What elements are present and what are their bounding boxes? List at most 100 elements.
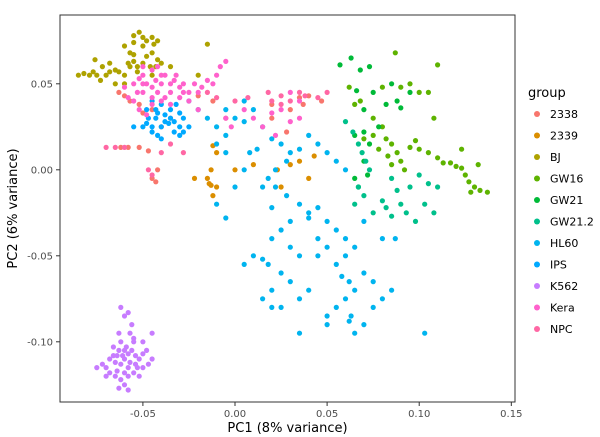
point-hl60: [379, 236, 385, 242]
point-hl60: [370, 304, 376, 310]
point-hl60: [241, 167, 247, 173]
point-ips: [186, 124, 192, 130]
point-hl60: [272, 167, 279, 173]
point-ips: [171, 129, 177, 135]
point-bj: [155, 38, 161, 44]
point-bj: [151, 41, 157, 47]
point-npc: [278, 101, 284, 107]
point-gw21: [398, 105, 404, 111]
point-gw16: [370, 115, 376, 121]
point-gw21-2: [355, 141, 361, 147]
point-npc: [296, 89, 303, 95]
point-kera: [136, 107, 142, 113]
point-kera: [269, 110, 275, 116]
point-hl60: [296, 330, 303, 336]
point-k562: [129, 347, 135, 353]
point-gw16: [462, 172, 468, 178]
point-npc: [265, 89, 271, 95]
point-kera: [278, 107, 284, 113]
point-bj: [149, 72, 155, 78]
point-gw16: [401, 167, 408, 173]
y-tick-label: 0.05: [31, 79, 53, 90]
point-gw16: [425, 150, 431, 156]
point-k562: [149, 356, 155, 362]
legend-key-npc: [534, 326, 540, 332]
point-kera: [287, 89, 293, 95]
legend-label-k562: K562: [550, 280, 578, 293]
point-bj: [149, 50, 155, 56]
point-npc: [269, 98, 275, 104]
point-kera: [287, 119, 293, 125]
point-hl60: [333, 261, 339, 267]
legend-key-gw21-2: [534, 218, 540, 225]
point-gw16: [416, 146, 422, 152]
point-gw21-2: [361, 193, 367, 199]
point-k562: [132, 353, 139, 359]
point-kera: [204, 77, 210, 83]
point-ips: [180, 129, 186, 135]
point-kera: [121, 84, 128, 90]
point-k562: [110, 344, 116, 350]
point-k562: [140, 339, 146, 345]
point-gw21: [361, 107, 367, 113]
point-k562: [116, 330, 122, 336]
legend-label-gw21-2: GW21.2: [550, 216, 594, 229]
points-layer: [75, 29, 490, 393]
point-hl60: [342, 167, 349, 173]
legend-label-ips: IPS: [550, 259, 567, 272]
point-bj: [75, 72, 81, 78]
point-2338: [136, 101, 142, 107]
point-hl60: [247, 150, 253, 156]
point-gw16: [398, 158, 404, 164]
point-gw21-2: [403, 210, 409, 216]
point-2338: [306, 93, 312, 99]
point-ips: [173, 101, 179, 107]
point-bj: [195, 72, 201, 78]
point-kera: [214, 72, 220, 78]
legend-label-hl60: HL60: [550, 237, 578, 250]
point-hl60: [315, 141, 321, 147]
point-npc: [180, 150, 186, 156]
point-ips: [131, 124, 137, 130]
point-hl60: [342, 236, 349, 242]
point-k562: [121, 382, 128, 388]
point-2338: [149, 107, 155, 113]
point-k562: [107, 370, 113, 376]
point-hl60: [306, 215, 312, 221]
point-kera: [241, 107, 247, 113]
point-gw16: [361, 136, 367, 142]
point-k562: [136, 373, 142, 379]
point-k562: [118, 361, 124, 367]
point-k562: [107, 356, 113, 362]
point-k562: [131, 335, 137, 341]
point-2339: [296, 158, 303, 164]
point-npc: [149, 172, 155, 178]
point-npc: [214, 95, 220, 101]
point-npc: [158, 150, 164, 156]
point-kera: [153, 77, 159, 83]
point-2339: [204, 175, 210, 181]
legend-key-2339: [534, 132, 540, 139]
point-ips: [155, 110, 161, 116]
legend-key-gw21: [534, 197, 540, 203]
point-gw21-2: [389, 175, 395, 181]
point-gw16: [407, 81, 413, 87]
y-tick-label: -0.05: [27, 251, 53, 262]
point-kera: [177, 84, 183, 90]
point-2339: [210, 193, 216, 199]
point-hl60: [361, 270, 367, 276]
point-gw21-2: [431, 210, 437, 216]
point-2339: [306, 175, 312, 181]
point-gw21-2: [422, 201, 428, 207]
point-hl60: [342, 253, 349, 259]
legend-key-hl60: [534, 240, 540, 246]
point-ips: [167, 115, 174, 121]
point-npc: [112, 144, 118, 150]
point-bj: [103, 72, 109, 78]
legend-key-2338: [534, 111, 540, 117]
point-kera: [180, 81, 186, 87]
point-bj: [167, 64, 174, 70]
point-bj: [140, 34, 146, 41]
point-2339: [191, 175, 198, 181]
point-k562: [121, 347, 128, 353]
